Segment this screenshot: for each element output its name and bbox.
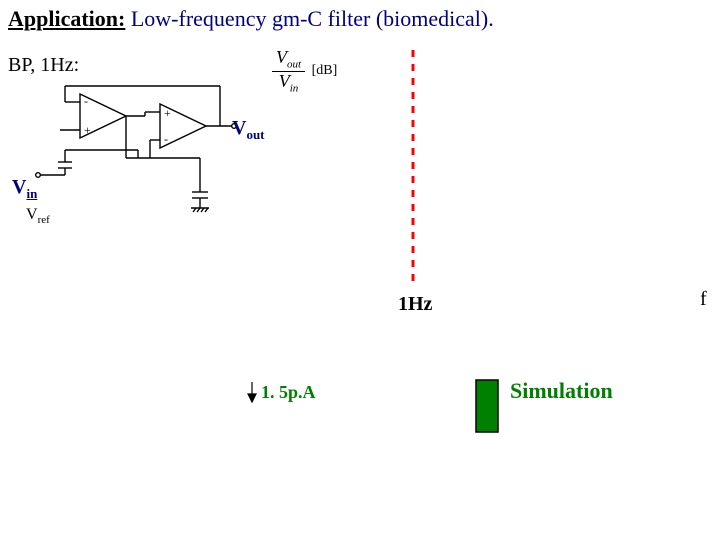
schematic-diagram: - + + - Vref xyxy=(10,80,260,220)
formula-den-v: V xyxy=(279,71,290,91)
formula-den-sub: in xyxy=(290,82,299,94)
opamp2-minus: - xyxy=(164,132,168,146)
onehz-label: 1Hz xyxy=(398,293,432,316)
title-rest: Low-frequency gm-C filter (biomedical). xyxy=(125,6,493,31)
vout-label: Vout xyxy=(232,117,265,143)
bias-current-label: 1. 5p.A xyxy=(261,382,316,403)
formula-num-sub: out xyxy=(287,59,301,71)
vin-label: Vin xyxy=(12,176,37,202)
wires xyxy=(36,86,237,212)
opamp1-plus: + xyxy=(84,123,91,137)
bias-down-arrow xyxy=(248,382,256,402)
simulation-label: Simulation xyxy=(510,378,613,404)
frequency-axis-label: f xyxy=(700,288,707,311)
formula-db: [dB] xyxy=(312,63,338,78)
formula-num-v: V xyxy=(276,47,287,67)
title-line: Application: Low-frequency gm-C filter (… xyxy=(8,6,494,32)
bp-label: BP, 1Hz: xyxy=(8,54,79,77)
transfer-function-formula: Vout Vin [dB] xyxy=(272,48,337,94)
title-application: Application: xyxy=(8,6,125,31)
slide-canvas: Application: Low-frequency gm-C filter (… xyxy=(0,0,720,540)
vref-label: Vref xyxy=(26,206,50,226)
simulation-bar xyxy=(476,380,498,432)
opamp2-plus: + xyxy=(164,106,171,120)
opamp1-minus: - xyxy=(84,94,88,108)
